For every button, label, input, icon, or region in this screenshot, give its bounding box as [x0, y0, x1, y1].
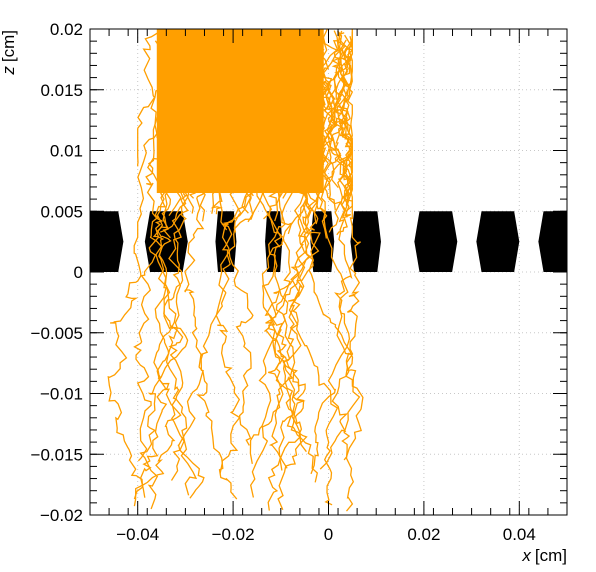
particle-tracks — [107, 29, 364, 512]
track-line — [249, 29, 336, 465]
electrode-strip — [350, 211, 381, 272]
electrode-strip — [265, 211, 283, 272]
electrode-strip — [414, 211, 458, 272]
y-axis-title: z [cm] — [0, 30, 18, 76]
track-line — [331, 40, 354, 218]
electrode-strips — [90, 211, 567, 272]
axis-ticks — [89, 28, 568, 516]
x-axis-unit: [cm] — [535, 546, 567, 565]
y-axis-unit: [cm] — [0, 30, 18, 62]
x-tick-label-4: 0.04 — [503, 525, 536, 544]
y-axis-var: z — [0, 66, 18, 76]
track-saturation — [156, 29, 324, 194]
x-axis-var: x — [521, 546, 531, 565]
y-tick-label-5: 0.005 — [40, 202, 83, 221]
electrode-strip — [538, 211, 567, 272]
x-axis-title: x [cm] — [521, 546, 567, 565]
x-tick-label-2: 0 — [324, 525, 333, 544]
electrode-strip — [215, 211, 237, 272]
electrode-strip — [90, 211, 124, 272]
tick-labels: −0.04 −0.02 0 0.02 0.04 −0.02 −0.015 −0.01 −0.00… — [31, 20, 536, 544]
y-tick-label-4: 0 — [74, 263, 83, 282]
track-line — [315, 29, 354, 200]
y-tick-label-6: 0.01 — [50, 142, 83, 161]
x-tick-label-1: −0.02 — [212, 525, 255, 544]
electrode-strip — [476, 211, 520, 272]
y-tick-label-3: −0.005 — [31, 324, 83, 343]
x-tick-label-3: 0.02 — [407, 525, 440, 544]
y-tick-label-0: −0.02 — [40, 506, 83, 525]
y-tick-label-7: 0.015 — [40, 81, 83, 100]
electrode-strip — [310, 211, 335, 272]
y-tick-label-2: −0.01 — [40, 385, 83, 404]
y-tick-label-1: −0.015 — [31, 445, 83, 464]
y-tick-label-8: 0.02 — [50, 20, 83, 39]
x-tick-label-0: −0.04 — [116, 525, 159, 544]
